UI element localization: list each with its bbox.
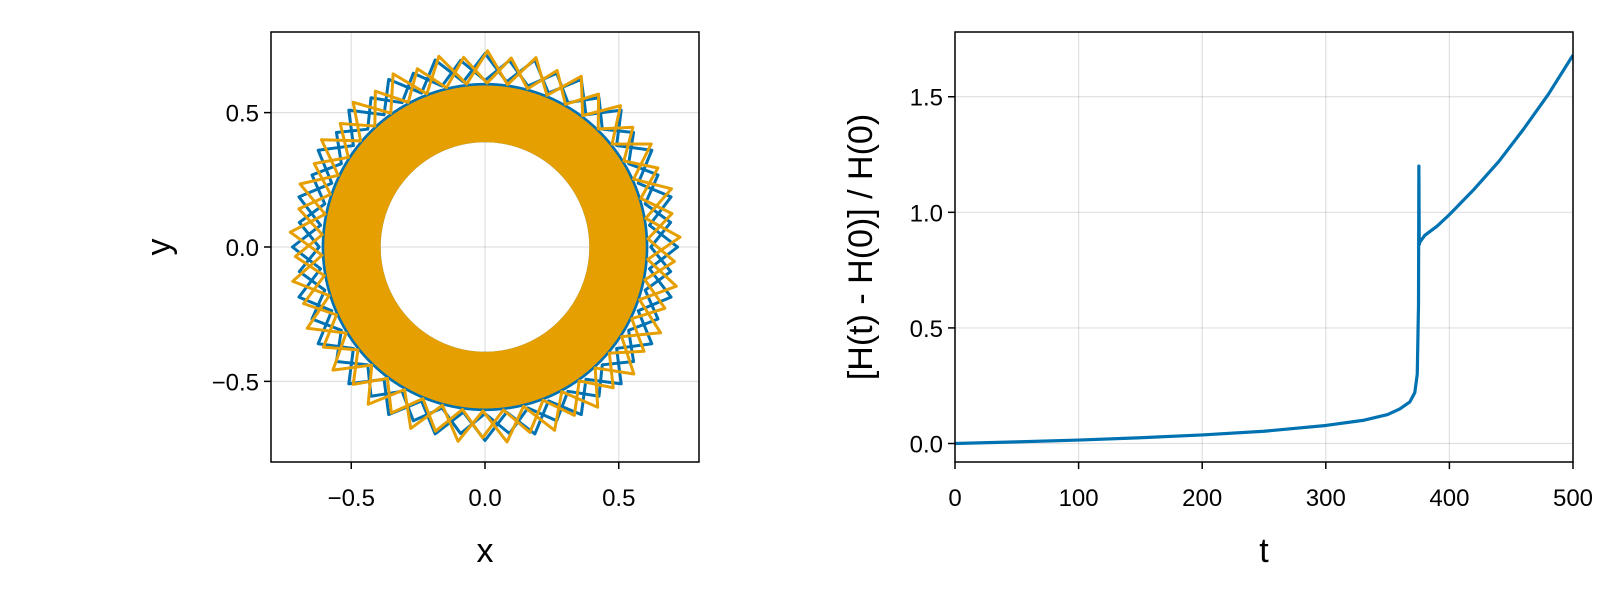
orbit-y-tick-label: −0.5 [212,369,259,396]
energy-ticks: 0 100 200 300 400 500 0.0 0.5 1.0 1.5 [910,85,1593,512]
energy-panel: 0 100 200 300 400 500 0.0 0.5 1.0 1.5 t [H(t) - H… [842,31,1593,570]
energy-series-line [955,54,1573,446]
orbit-data [288,49,682,444]
energy-x-tick-label: 300 [1306,485,1346,512]
energy-x-tick-label: 100 [1059,485,1099,512]
orbit-x-tick-label: 0.0 [468,485,501,512]
energy-grid [954,32,1574,462]
energy-x-tick-label: 0 [948,485,961,512]
orbit-series-1-envelope [288,49,682,444]
energy-y-tick-label: 0.0 [910,432,943,459]
energy-x-tick-label: 500 [1553,485,1593,512]
orbit-series-1-band [324,85,646,409]
energy-plot-frame [954,31,1574,463]
orbit-panel: −0.5 0.0 0.5 −0.5 0.0 0.5 x y [140,31,700,570]
orbit-y-tick-label: 0.5 [226,101,259,128]
orbit-y-tick-label: 0.0 [226,235,259,262]
orbit-ticks: −0.5 0.0 0.5 −0.5 0.0 0.5 [212,101,636,512]
orbit-x-tick-label: −0.5 [328,485,375,512]
orbit-x-axis-label: x [477,532,494,570]
energy-x-axis-label: t [1259,532,1269,570]
orbit-series-1-envelope [293,55,676,440]
energy-data [955,54,1573,446]
energy-x-tick-label: 200 [1182,485,1222,512]
energy-y-tick-label: 1.5 [910,85,943,112]
energy-x-tick-label: 400 [1429,485,1469,512]
orbit-x-tick-label: 0.5 [602,485,635,512]
energy-y-tick-label: 1.0 [910,200,943,227]
energy-y-tick-label: 0.5 [910,316,943,343]
energy-y-axis-label: [H(t) - H(0)] / H(0) [842,114,880,380]
orbit-y-axis-label: y [140,239,178,256]
